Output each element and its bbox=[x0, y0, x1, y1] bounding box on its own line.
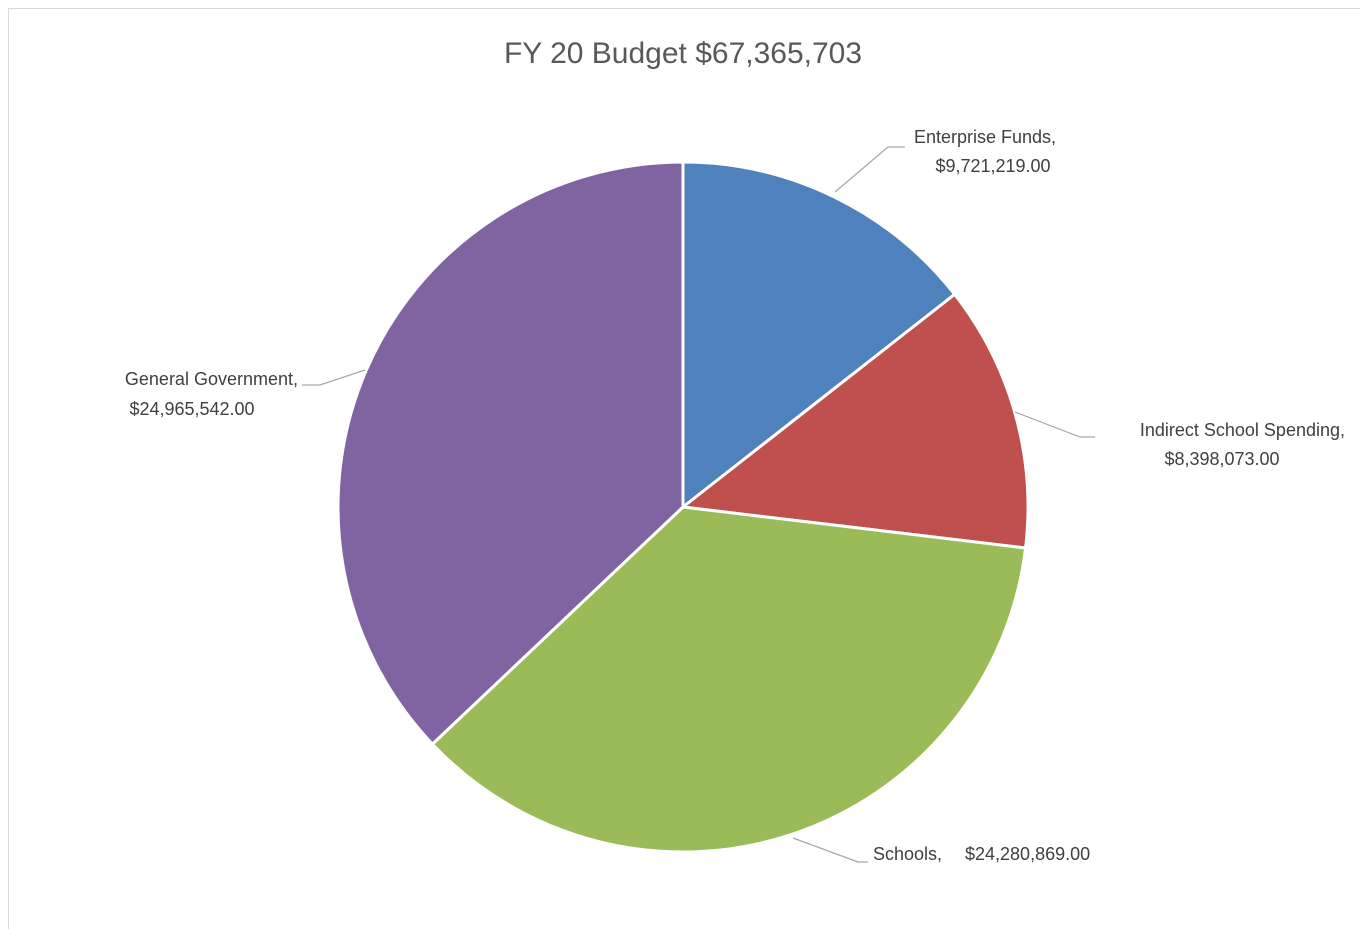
data-label-value: $9,721,219.00 bbox=[935, 156, 1050, 176]
data-label-category: Indirect School Spending, bbox=[1140, 420, 1345, 440]
data-label-category: Enterprise Funds, bbox=[914, 127, 1056, 147]
leader-line bbox=[834, 146, 905, 193]
chart-title: FY 20 Budget $67,365,703 bbox=[504, 37, 862, 70]
leader-line bbox=[792, 837, 868, 863]
pie-slice bbox=[679, 292, 1030, 550]
leader-line bbox=[302, 369, 366, 386]
data-label-value: $24,280,869.00 bbox=[965, 844, 1090, 864]
data-label-value: $24,965,542.00 bbox=[129, 399, 254, 419]
pie-slice bbox=[681, 160, 957, 511]
pie-slice bbox=[430, 505, 1028, 854]
data-label-value: $8,398,073.00 bbox=[1164, 449, 1279, 469]
leader-line bbox=[1014, 411, 1095, 438]
data-label-category: General Government, bbox=[125, 369, 298, 389]
pie-slice bbox=[336, 160, 685, 747]
data-label-category: Schools, bbox=[873, 844, 942, 864]
